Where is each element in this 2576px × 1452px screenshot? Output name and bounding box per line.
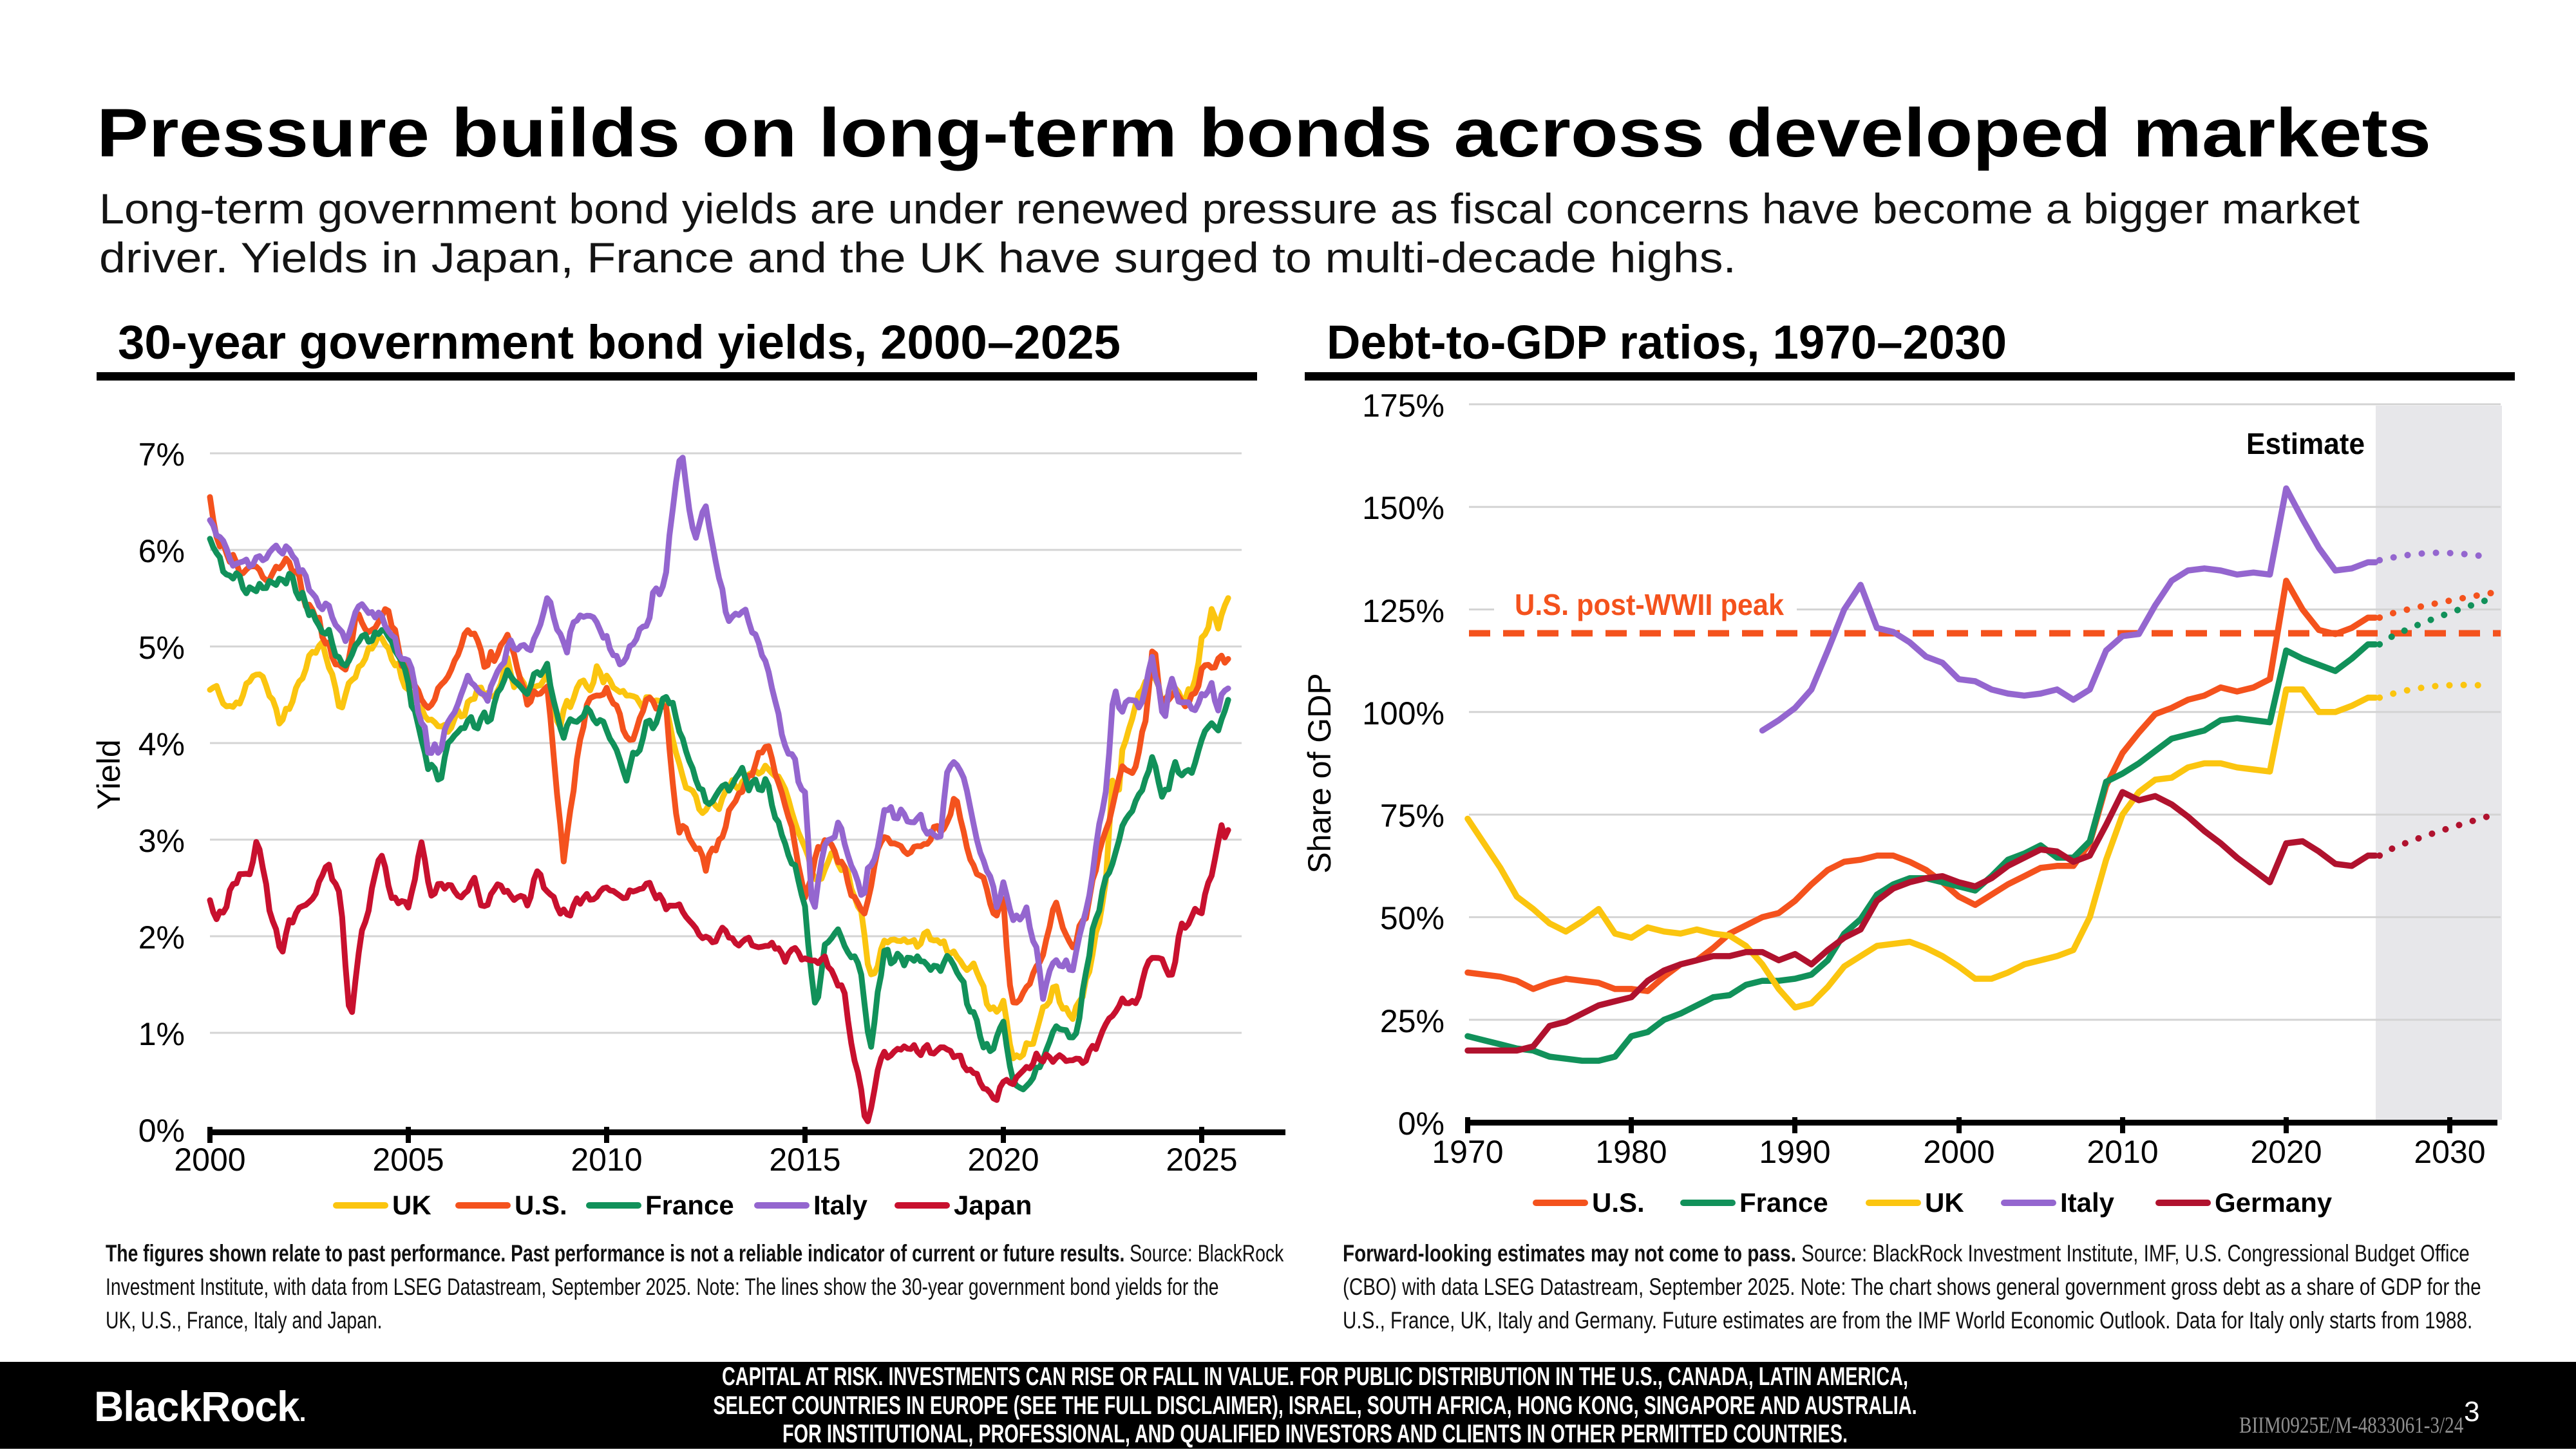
svg-text:100%: 100%	[1362, 695, 1444, 731]
svg-text:Italy: Italy	[813, 1190, 868, 1220]
svg-text:0%: 0%	[138, 1113, 185, 1149]
svg-text:Debt-to-GDP ratios, 1970–2030: Debt-to-GDP ratios, 1970–2030	[1327, 316, 2007, 369]
svg-text:25%: 25%	[1380, 1003, 1444, 1039]
svg-text:1990: 1990	[1759, 1134, 1830, 1170]
svg-text:Yield: Yield	[91, 739, 127, 809]
svg-text:U.S.: U.S.	[515, 1190, 567, 1220]
svg-text:2%: 2%	[138, 919, 185, 956]
svg-text:6%: 6%	[138, 533, 185, 569]
svg-text:150%: 150%	[1362, 490, 1444, 526]
svg-text:5%: 5%	[138, 630, 185, 666]
svg-text:France: France	[645, 1190, 734, 1220]
svg-text:7%: 7%	[138, 437, 185, 473]
svg-text:2010: 2010	[571, 1142, 642, 1178]
svg-text:UK: UK	[1925, 1187, 1964, 1218]
svg-text:2025: 2025	[1166, 1142, 1237, 1178]
svg-text:Pressure builds on long-term b: Pressure builds on long-term bonds acros…	[97, 94, 2431, 171]
svg-text:U.S. post-WWII peak: U.S. post-WWII peak	[1515, 588, 1784, 621]
svg-text:2000: 2000	[174, 1142, 245, 1178]
svg-text:1970: 1970	[1432, 1134, 1503, 1170]
svg-text:UK: UK	[392, 1190, 431, 1220]
svg-text:1%: 1%	[138, 1016, 185, 1052]
svg-text:30-year government bond yields: 30-year government bond yields, 2000–202…	[118, 316, 1121, 369]
svg-text:0%: 0%	[1398, 1106, 1444, 1142]
svg-text:125%: 125%	[1362, 593, 1444, 629]
svg-text:Germany: Germany	[2215, 1187, 2333, 1218]
svg-text:Estimate: Estimate	[2246, 427, 2365, 460]
svg-text:2015: 2015	[769, 1142, 840, 1178]
svg-text:France: France	[1739, 1187, 1828, 1218]
svg-text:Share of GDP: Share of GDP	[1302, 673, 1338, 873]
svg-text:Italy: Italy	[2060, 1187, 2115, 1218]
svg-text:driver. Yields in Japan, Franc: driver. Yields in Japan, France and the …	[99, 234, 1736, 281]
svg-text:2010: 2010	[2087, 1134, 2158, 1170]
svg-text:U.S.: U.S.	[1592, 1187, 1645, 1218]
svg-text:2030: 2030	[2414, 1134, 2485, 1170]
svg-text:1980: 1980	[1595, 1134, 1667, 1170]
svg-text:2000: 2000	[1923, 1134, 1994, 1170]
svg-text:2020: 2020	[2250, 1134, 2322, 1170]
svg-text:50%: 50%	[1380, 900, 1444, 936]
svg-text:2020: 2020	[967, 1142, 1039, 1178]
svg-text:2005: 2005	[372, 1142, 444, 1178]
svg-text:Japan: Japan	[954, 1190, 1032, 1220]
svg-text:175%: 175%	[1362, 388, 1444, 424]
svg-text:75%: 75%	[1380, 798, 1444, 834]
svg-text:4%: 4%	[138, 726, 185, 762]
svg-text:3%: 3%	[138, 823, 185, 859]
svg-text:Long-term government bond yiel: Long-term government bond yields are und…	[99, 185, 2360, 232]
